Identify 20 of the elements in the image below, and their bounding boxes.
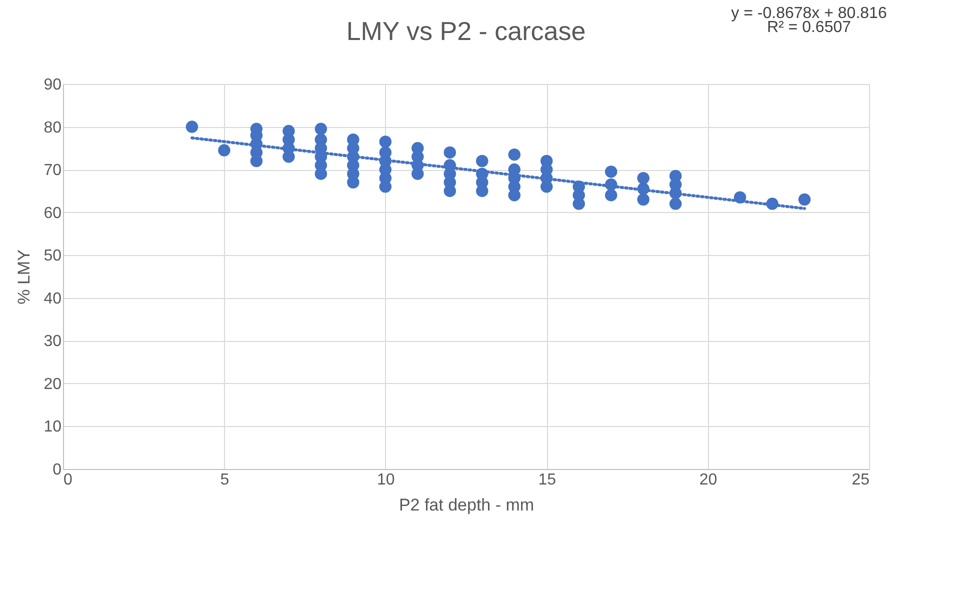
text: R² = 0.6507 xyxy=(766,19,852,36)
y-tick-label: 60 xyxy=(44,204,62,222)
x-tick-label: 0 xyxy=(64,472,72,488)
x-tick-label: 5 xyxy=(220,472,230,488)
text: y = -0.8678x + 80.816 xyxy=(731,5,887,22)
y-tick-label: 30 xyxy=(44,333,62,350)
x-tick-label: 10 xyxy=(377,472,395,488)
y-tick-label: 20 xyxy=(44,376,62,393)
y-axis-title: % LMY xyxy=(14,250,34,304)
x-tick-label: 15 xyxy=(538,472,556,488)
y-tick-label: 40 xyxy=(44,290,62,308)
y-tick-label: 10 xyxy=(44,418,62,436)
y-tick-label: 50 xyxy=(44,248,62,265)
x-tick-label: 25 xyxy=(852,472,870,488)
y-tick-label: 70 xyxy=(44,162,62,180)
x-tick-label: 20 xyxy=(699,472,718,488)
chart-title: LMY vs P2 - carcase xyxy=(346,16,586,46)
y-tick-label: 80 xyxy=(44,119,62,136)
x-axis-title: P2 fat depth - mm xyxy=(398,496,534,514)
y-tick-label: 90 xyxy=(44,76,62,94)
